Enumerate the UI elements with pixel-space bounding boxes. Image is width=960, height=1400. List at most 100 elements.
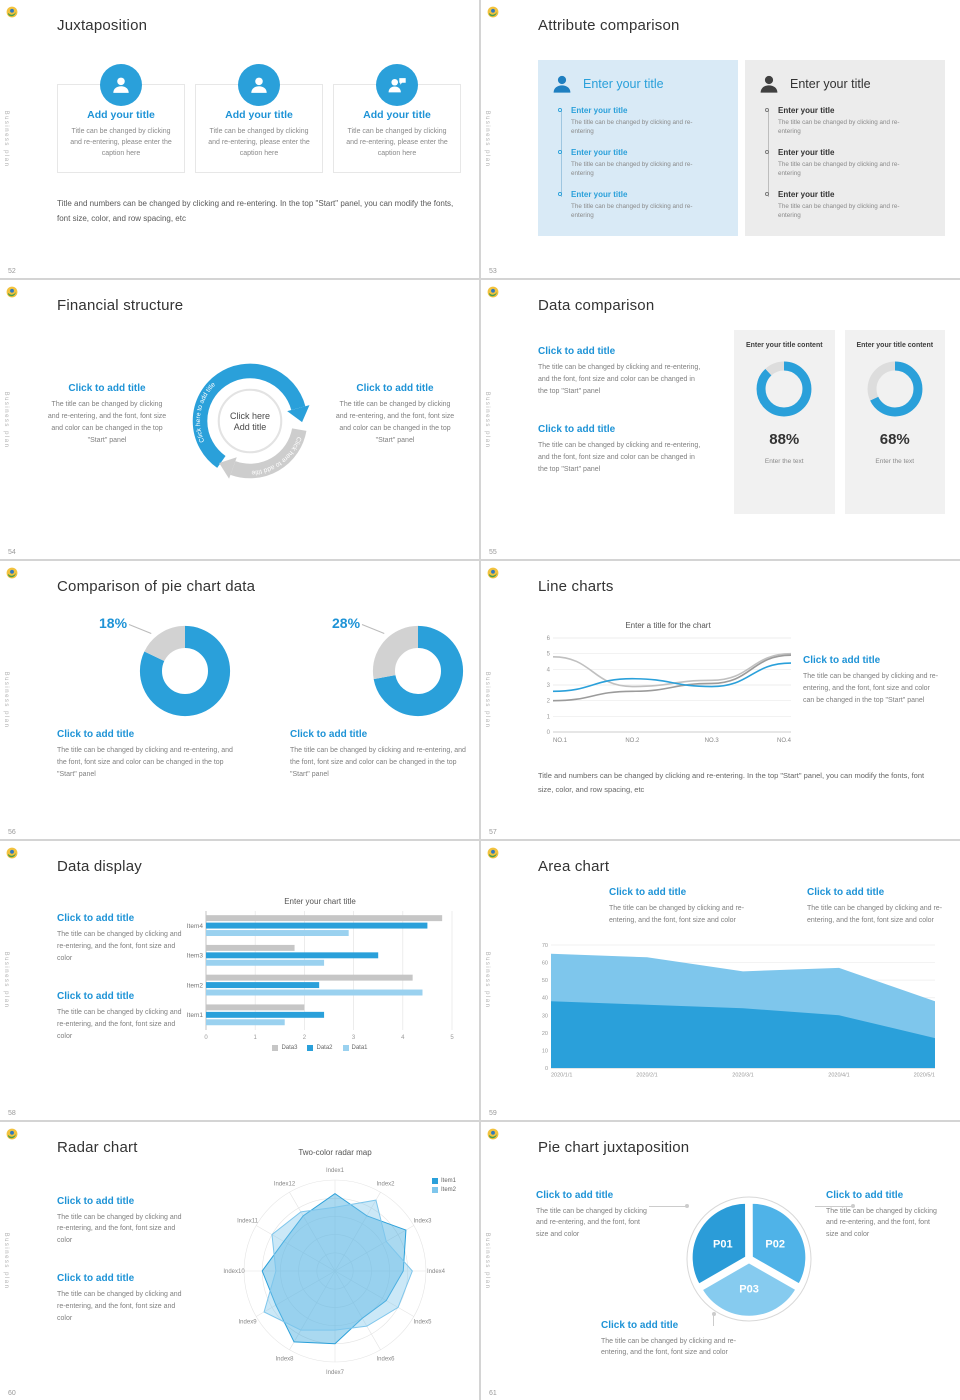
timeline-item: Enter your title The title can be change… — [765, 148, 933, 180]
timeline-dot — [558, 150, 562, 154]
slide-60[interactable]: Business plan Radar chart Click to add t… — [0, 1121, 479, 1400]
slide-58[interactable]: Business plan Data display Click to add … — [0, 841, 479, 1120]
svg-text:NO.2: NO.2 — [625, 738, 640, 744]
donut-chart-88 — [756, 361, 812, 417]
block-paragraph: The title can be changed by clicking and… — [609, 905, 745, 925]
timeline-item: Enter your title The title can be change… — [558, 106, 726, 138]
svg-text:0: 0 — [547, 730, 551, 736]
block-paragraph: The title can be changed by clicking and… — [57, 931, 182, 962]
block-paragraph: The title can be changed by clicking and… — [290, 746, 466, 778]
svg-text:Index11: Index11 — [237, 1218, 259, 1224]
cycle-arrows: Click here to add title Click here to ad… — [192, 364, 310, 480]
text-block: Click to add title The title can be chan… — [601, 1320, 741, 1360]
slide-52[interactable]: Business plan Juxtaposition Add your tit… — [0, 0, 479, 279]
svg-text:2020/3/1: 2020/3/1 — [732, 1073, 753, 1079]
donut-group: 28% Click to add title The title can be … — [290, 615, 476, 781]
block-paragraph: The title can be changed by clicking and… — [807, 905, 943, 925]
timeline: Enter your title The title can be change… — [558, 106, 726, 222]
svg-text:1: 1 — [254, 1035, 258, 1041]
card-caption: Title can be changed by clicking and re-… — [70, 128, 172, 158]
block-paragraph: The title can be changed by clicking and… — [803, 672, 939, 704]
svg-text:2020/4/1: 2020/4/1 — [828, 1073, 849, 1079]
card-caption: Title can be changed by clicking and re-… — [346, 128, 448, 158]
timeline-item-title: Enter your title — [571, 190, 628, 199]
svg-text:0: 0 — [204, 1035, 208, 1041]
slide-61[interactable]: Business plan Pie chart juxtaposition Cl… — [481, 1121, 960, 1400]
svg-text:Index5: Index5 — [413, 1319, 432, 1325]
svg-text:1: 1 — [547, 714, 551, 720]
line-chart-panel: Enter a title for the chart 0 1 2 3 4 5 6 NO.1 N… — [539, 621, 797, 745]
slide-56[interactable]: Business plan Comparison of pie chart da… — [0, 560, 479, 840]
slide-number: 53 — [489, 268, 497, 276]
panel-heading: Enter your title — [583, 77, 664, 91]
slide-number: 55 — [489, 548, 497, 556]
timeline: Enter your title The title can be change… — [765, 106, 933, 222]
text-block: Click to add title The title can be chan… — [334, 383, 456, 447]
timeline-item-title: Enter your title — [778, 106, 835, 115]
percentage-callout: 18% — [99, 614, 128, 631]
svg-text:Item2: Item2 — [187, 983, 204, 990]
slide-number: 58 — [8, 1109, 16, 1117]
svg-text:Index1: Index1 — [326, 1168, 345, 1174]
svg-text:P02: P02 — [765, 1238, 785, 1250]
card-heading: Enter your title content — [856, 342, 934, 350]
person-speech-icon — [376, 64, 418, 106]
slide-59[interactable]: Business plan Area chart Click to add ti… — [481, 841, 960, 1120]
svg-text:NO.3: NO.3 — [705, 738, 720, 744]
slide-55[interactable]: Business plan Data comparison Click to a… — [481, 280, 960, 559]
slide-title: Juxtaposition — [57, 17, 148, 34]
slide-53[interactable]: Business plan Attribute comparison Enter… — [481, 0, 960, 279]
logo-icon — [6, 846, 18, 858]
timeline-item: Enter your title The title can be change… — [558, 190, 726, 222]
slide-title: Data display — [57, 858, 142, 876]
block-heading: Click to add title — [68, 383, 146, 395]
logo-icon — [487, 846, 499, 858]
svg-text:2: 2 — [547, 698, 551, 704]
block-heading: Click to add title — [538, 424, 616, 436]
logo-icon — [6, 566, 18, 578]
text-block: Click to add title The title can be chan… — [57, 1273, 185, 1325]
sidebar-vertical-text: Business plan — [3, 110, 9, 168]
stat-card: Enter your title content 68% Enter the t… — [844, 330, 945, 515]
svg-text:0: 0 — [545, 1066, 548, 1072]
timeline-item: Enter your title The title can be change… — [765, 106, 933, 138]
svg-text:Index10: Index10 — [223, 1269, 245, 1275]
block-paragraph: The title can be changed by clicking and… — [826, 1207, 937, 1239]
sidebar-vertical-text: Business plan — [3, 671, 9, 729]
svg-text:4: 4 — [401, 1035, 405, 1041]
svg-text:3: 3 — [352, 1035, 356, 1041]
block-paragraph: The title can be changed by clicking and… — [536, 1207, 647, 1239]
logo-icon — [487, 285, 499, 297]
slide-number: 52 — [8, 268, 16, 276]
svg-text:Index3: Index3 — [413, 1218, 432, 1224]
sidebar-vertical-text: Business plan — [484, 671, 490, 729]
comparison-panel-left: Enter your title Enter your title The ti… — [538, 60, 738, 236]
text-blocks: Click to add title The title can be chan… — [538, 346, 703, 501]
timeline-dot — [765, 150, 769, 154]
block-heading: Click to add title — [609, 887, 687, 899]
block-paragraph: The title can be changed by clicking and… — [538, 442, 701, 473]
horizontal-bar-chart: 0 1 2 3 4 5 Item1 Item2 Item3 Item4 — [180, 909, 460, 1041]
text-block: Click to add title The title can be chan… — [46, 383, 168, 447]
chart-title: Two-color radar map — [298, 1147, 372, 1157]
block-heading: Click to add title — [807, 887, 885, 899]
donut-chart-18 — [139, 625, 231, 717]
radar-chart-panel: Two-color radar map Index1 Index2 Index3 In… — [212, 1148, 458, 1378]
pie-chart: P01 P02 P03 — [684, 1194, 814, 1324]
block-paragraph: The title can be changed by clicking and… — [57, 1213, 182, 1245]
timeline-dot — [765, 192, 769, 196]
svg-text:6: 6 — [547, 636, 551, 642]
slide-54[interactable]: Business plan Financial structure Click … — [0, 280, 479, 559]
svg-text:5: 5 — [547, 651, 551, 657]
legend-item: Data1 — [342, 1045, 368, 1052]
text-blocks: Click to add title The title can be chan… — [57, 913, 189, 1068]
svg-text:Item4: Item4 — [187, 923, 204, 930]
logo-icon — [6, 285, 18, 297]
feature-card: Add your title Title can be changed by c… — [195, 64, 323, 173]
timeline-dot — [765, 108, 769, 112]
legend-item: Item1 — [431, 1177, 456, 1184]
slide-number: 61 — [489, 1389, 497, 1397]
slide-57[interactable]: Business plan Line charts Enter a title … — [481, 560, 960, 840]
timeline-item-title: Enter your title — [571, 106, 628, 115]
chart-title: Enter your chart title — [284, 897, 356, 907]
